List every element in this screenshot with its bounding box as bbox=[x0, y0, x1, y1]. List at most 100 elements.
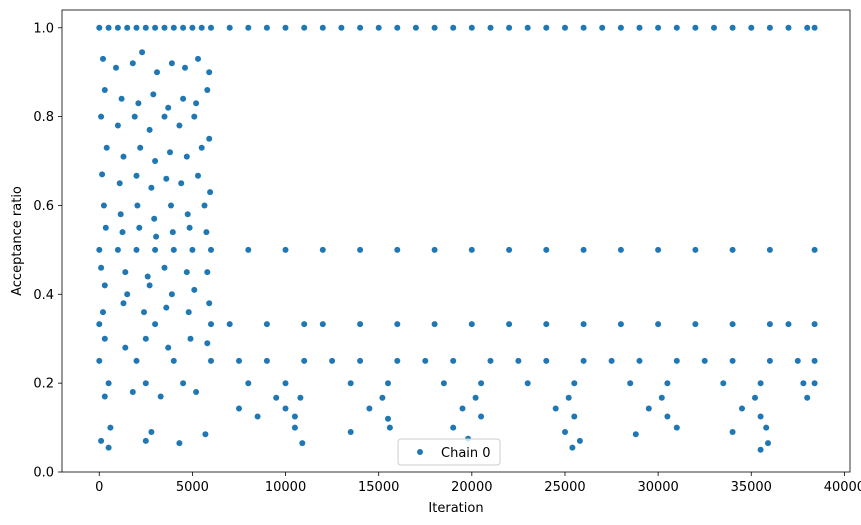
data-point bbox=[571, 413, 578, 420]
data-point bbox=[133, 246, 140, 253]
data-point bbox=[468, 321, 475, 328]
data-point bbox=[170, 24, 177, 31]
data-point bbox=[301, 357, 308, 364]
data-point bbox=[191, 286, 198, 293]
data-point bbox=[804, 394, 811, 401]
data-point bbox=[394, 246, 401, 253]
data-point bbox=[571, 380, 578, 387]
data-point bbox=[100, 202, 107, 209]
data-point bbox=[506, 246, 513, 253]
data-point bbox=[98, 437, 105, 444]
x-tick-label: 0 bbox=[95, 480, 103, 495]
data-point bbox=[114, 246, 121, 253]
data-point bbox=[189, 24, 196, 31]
data-point bbox=[119, 229, 126, 236]
data-point bbox=[673, 24, 680, 31]
x-tick-label: 5000 bbox=[176, 480, 209, 495]
y-tick-label: 0.4 bbox=[33, 288, 54, 303]
data-point bbox=[729, 357, 736, 364]
data-point bbox=[506, 24, 513, 31]
data-point bbox=[412, 24, 419, 31]
y-tick-label: 1.0 bbox=[33, 21, 54, 36]
x-tick-label: 15000 bbox=[358, 480, 399, 495]
data-point bbox=[96, 321, 103, 328]
data-point bbox=[394, 321, 401, 328]
data-point bbox=[178, 180, 185, 187]
data-point bbox=[386, 424, 393, 431]
data-point bbox=[627, 380, 634, 387]
data-point bbox=[184, 211, 191, 218]
data-point bbox=[142, 437, 149, 444]
data-point bbox=[576, 437, 583, 444]
data-point bbox=[543, 24, 550, 31]
data-point bbox=[580, 357, 587, 364]
data-point bbox=[811, 380, 818, 387]
data-point bbox=[198, 144, 205, 151]
data-point bbox=[100, 309, 106, 316]
data-point bbox=[617, 246, 624, 253]
data-point bbox=[811, 24, 818, 31]
data-point bbox=[347, 380, 354, 387]
data-point bbox=[195, 172, 201, 179]
y-axis-title: Acceptance ratio bbox=[10, 186, 25, 296]
data-point bbox=[515, 357, 522, 364]
data-point bbox=[729, 246, 736, 253]
data-point bbox=[385, 380, 391, 387]
data-point bbox=[655, 321, 662, 328]
data-point bbox=[120, 300, 127, 307]
data-point bbox=[329, 357, 336, 364]
data-point bbox=[100, 55, 106, 62]
data-point bbox=[319, 321, 326, 328]
data-point bbox=[186, 224, 193, 231]
data-point bbox=[117, 211, 124, 218]
data-point bbox=[124, 24, 131, 31]
data-point bbox=[506, 321, 513, 328]
data-point bbox=[394, 357, 401, 364]
data-point bbox=[673, 357, 680, 364]
data-point bbox=[170, 357, 177, 364]
data-point bbox=[766, 24, 773, 31]
data-point bbox=[135, 100, 142, 107]
data-point bbox=[375, 24, 382, 31]
data-point bbox=[206, 300, 213, 307]
data-point bbox=[472, 394, 479, 401]
data-point bbox=[431, 246, 438, 253]
data-point bbox=[319, 24, 326, 31]
data-point bbox=[204, 269, 211, 276]
y-axis-ticks: 0.0 0.2 0.4 0.6 0.8 1.0 bbox=[33, 21, 62, 481]
x-tick-label: 10000 bbox=[265, 480, 306, 495]
data-point bbox=[107, 424, 114, 431]
data-point bbox=[133, 172, 140, 179]
data-point bbox=[291, 413, 298, 420]
data-point bbox=[580, 24, 587, 31]
data-point bbox=[608, 357, 615, 364]
data-point bbox=[478, 413, 485, 420]
data-point bbox=[765, 440, 771, 447]
data-point bbox=[785, 24, 792, 31]
data-point bbox=[357, 321, 364, 328]
data-point bbox=[226, 24, 233, 31]
data-point bbox=[161, 264, 168, 271]
data-point bbox=[201, 202, 208, 209]
data-point bbox=[114, 122, 121, 129]
data-point bbox=[282, 380, 289, 387]
data-point bbox=[208, 246, 214, 253]
data-point bbox=[153, 233, 160, 240]
data-point bbox=[236, 357, 242, 364]
data-point bbox=[142, 24, 149, 31]
data-point bbox=[565, 394, 572, 401]
data-point bbox=[139, 49, 146, 56]
data-point bbox=[146, 282, 153, 289]
data-point bbox=[146, 126, 153, 133]
x-tick-label: 35000 bbox=[731, 480, 772, 495]
legend-box bbox=[397, 438, 501, 466]
data-point bbox=[763, 424, 770, 431]
data-point bbox=[450, 24, 457, 31]
x-tick-label: 30000 bbox=[637, 480, 678, 495]
data-point bbox=[599, 24, 606, 31]
data-point bbox=[142, 380, 149, 387]
data-point bbox=[129, 389, 136, 395]
data-point bbox=[811, 357, 818, 364]
data-point bbox=[338, 24, 345, 31]
data-point bbox=[729, 429, 736, 435]
